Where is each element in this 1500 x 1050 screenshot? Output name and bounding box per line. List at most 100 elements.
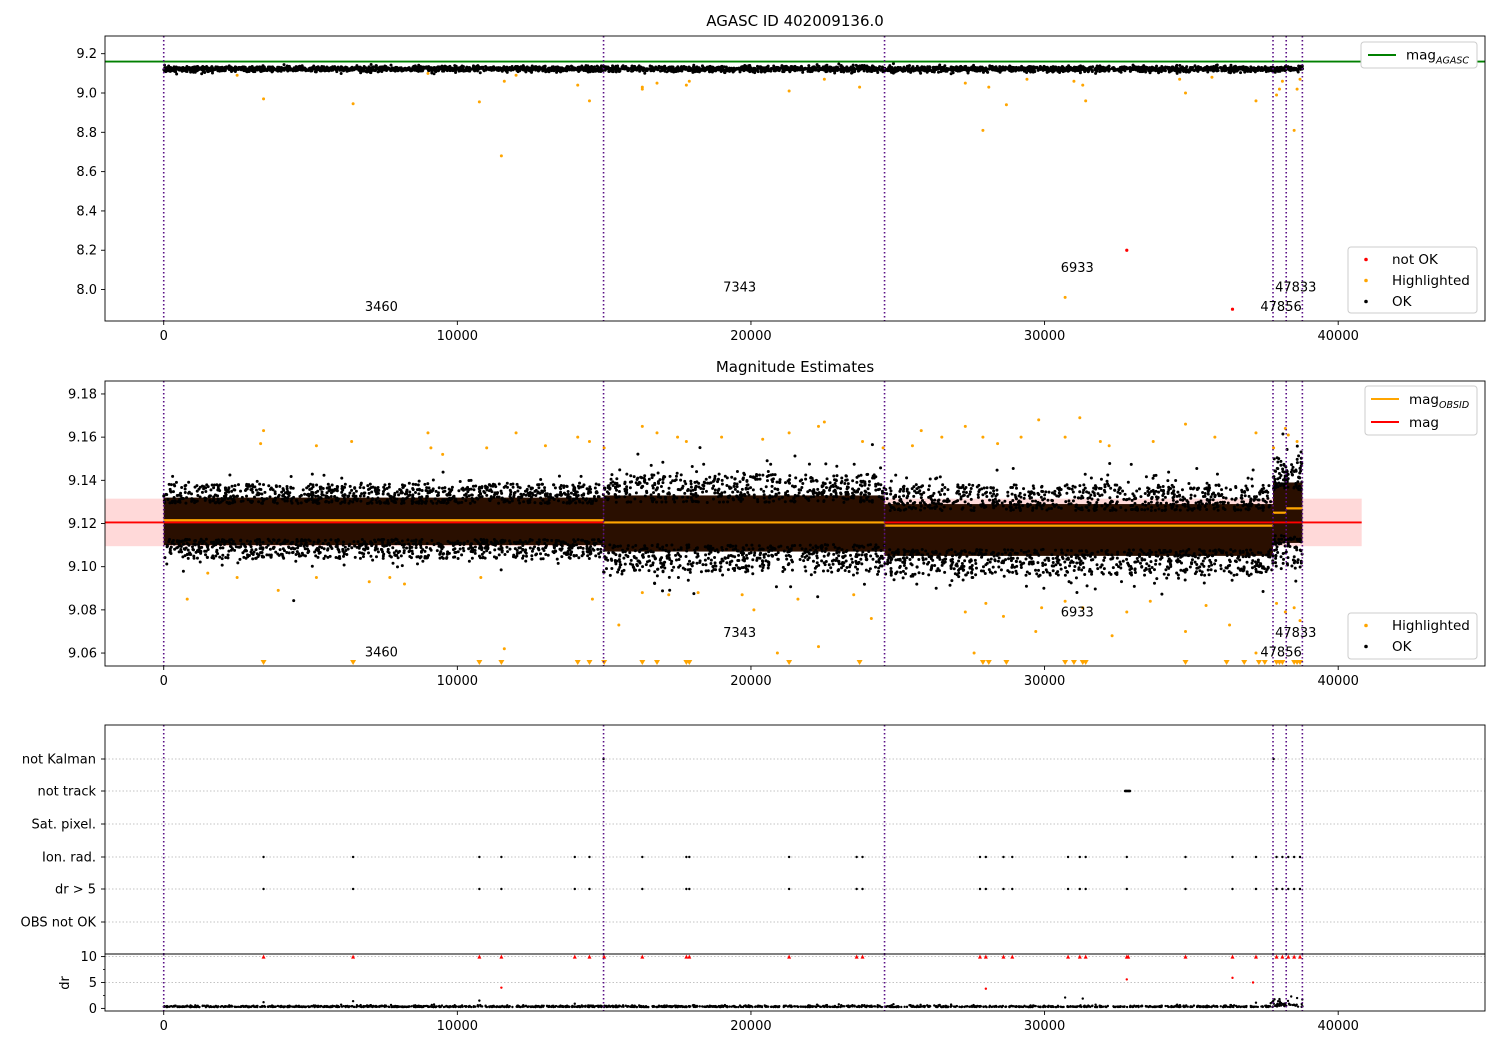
ok-point bbox=[603, 68, 607, 72]
ok-point bbox=[370, 497, 374, 501]
legend-marker-highlighted bbox=[1364, 278, 1368, 283]
ok-point bbox=[262, 497, 266, 501]
legend-label-not-ok: not OK bbox=[1392, 252, 1439, 268]
ok-point bbox=[1178, 70, 1182, 74]
ok-point bbox=[566, 543, 570, 547]
ok-point bbox=[261, 540, 265, 544]
ok-point bbox=[311, 500, 315, 504]
ok-point bbox=[358, 494, 362, 498]
ok-point bbox=[895, 67, 899, 71]
ok-point bbox=[453, 541, 457, 545]
ok-point bbox=[214, 65, 218, 69]
legend-box bbox=[1360, 41, 1478, 69]
ok-point bbox=[611, 69, 615, 73]
ok-point bbox=[875, 66, 879, 70]
ok-point bbox=[539, 557, 543, 561]
ok-point bbox=[398, 487, 402, 491]
ok-point bbox=[310, 69, 314, 73]
ok-point bbox=[330, 483, 334, 487]
highlighted-point bbox=[1292, 128, 1296, 132]
ok-point bbox=[572, 66, 576, 70]
ok-point bbox=[402, 549, 406, 553]
ok-point bbox=[477, 493, 481, 497]
ok-point bbox=[186, 548, 190, 552]
ok-point bbox=[420, 495, 424, 499]
ok-point bbox=[282, 63, 286, 67]
ok-point bbox=[169, 551, 173, 555]
ok-point bbox=[497, 553, 501, 557]
ok-point bbox=[1239, 66, 1243, 70]
ok-point bbox=[359, 499, 363, 503]
ok-point bbox=[378, 66, 382, 70]
ok-point bbox=[457, 67, 461, 71]
ok-point bbox=[417, 496, 421, 500]
ok-point bbox=[193, 70, 197, 74]
ok-point bbox=[717, 65, 721, 69]
ok-point bbox=[833, 67, 837, 71]
ok-point bbox=[535, 65, 539, 69]
ok-point bbox=[876, 71, 880, 75]
ok-point bbox=[405, 546, 409, 550]
ok-point bbox=[517, 498, 521, 502]
obsid-annotation: 47833 bbox=[1275, 281, 1316, 296]
ok-point bbox=[962, 67, 966, 71]
ok-point bbox=[196, 543, 200, 547]
ok-point bbox=[262, 66, 266, 70]
ok-point bbox=[457, 489, 461, 493]
ok-point bbox=[1042, 64, 1046, 68]
ok-point bbox=[383, 501, 387, 505]
ok-point bbox=[1264, 68, 1268, 72]
ok-point bbox=[360, 538, 364, 542]
ok-point bbox=[251, 557, 255, 561]
agasc-magnitude-panel: AGASC ID 402009136.0 3460734369334783347… bbox=[76, 12, 1486, 344]
ok-point bbox=[847, 67, 851, 71]
ok-point bbox=[837, 62, 841, 66]
ok-point bbox=[204, 549, 208, 553]
ok-point bbox=[362, 552, 366, 556]
ok-point bbox=[352, 540, 356, 544]
ok-point bbox=[255, 67, 259, 71]
ok-point bbox=[593, 486, 597, 490]
highlighted-point bbox=[1277, 87, 1281, 91]
ok-point bbox=[165, 543, 169, 547]
ok-point bbox=[528, 546, 532, 550]
ok-point bbox=[223, 491, 227, 495]
ok-point bbox=[384, 65, 388, 69]
ok-point bbox=[233, 548, 237, 552]
ok-point bbox=[296, 501, 300, 505]
ok-point bbox=[375, 501, 379, 505]
ok-point bbox=[518, 501, 522, 505]
ok-point bbox=[643, 71, 647, 75]
ok-point bbox=[474, 484, 478, 488]
ok-point bbox=[461, 546, 465, 550]
ok-point bbox=[499, 544, 503, 548]
ok-point bbox=[254, 556, 258, 560]
ok-point bbox=[324, 68, 328, 72]
ok-point bbox=[792, 66, 796, 70]
ok-point bbox=[192, 556, 196, 560]
ok-point bbox=[546, 553, 550, 557]
ok-point bbox=[221, 553, 225, 557]
ok-point bbox=[724, 68, 728, 72]
x-tick-label: 0 bbox=[160, 329, 168, 344]
ok-point bbox=[254, 488, 258, 492]
ok-point bbox=[713, 67, 717, 71]
ok-point bbox=[337, 555, 341, 559]
ok-point bbox=[558, 493, 562, 497]
ok-point bbox=[584, 65, 588, 69]
ok-point bbox=[184, 501, 188, 505]
ok-point bbox=[671, 65, 675, 69]
ok-point bbox=[568, 548, 572, 552]
ok-point bbox=[260, 501, 264, 505]
ok-point bbox=[169, 483, 173, 487]
ok-point bbox=[527, 68, 531, 72]
ok-point bbox=[501, 68, 505, 72]
ok-point bbox=[252, 550, 256, 554]
ok-point bbox=[484, 65, 488, 69]
ok-point bbox=[510, 64, 514, 68]
ok-point bbox=[333, 495, 337, 499]
ok-point bbox=[464, 498, 468, 502]
ok-point bbox=[168, 501, 172, 505]
ok-point bbox=[533, 489, 537, 493]
ok-point bbox=[599, 550, 603, 554]
